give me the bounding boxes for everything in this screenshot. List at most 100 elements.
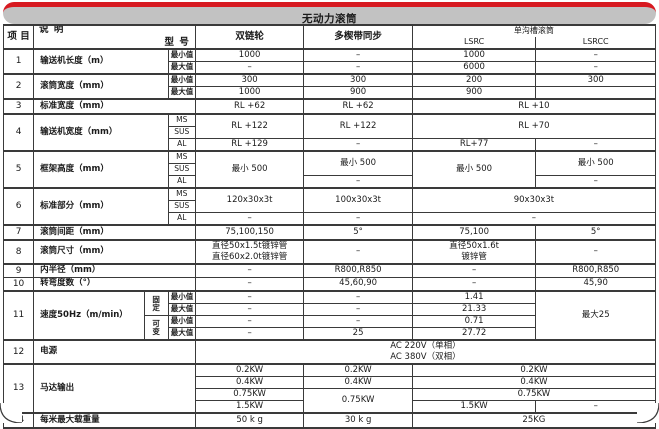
cell-value: 5°: [303, 224, 413, 241]
cell-value: –: [194, 277, 305, 292]
table-row: 3 标准宽度（mm） RL +62 RL +62 RL +10: [2, 98, 657, 115]
cell-value: 0.2KW: [411, 363, 657, 377]
cell-value: 200: [411, 73, 537, 87]
row-number: 7: [2, 224, 35, 241]
row-number: 13: [2, 363, 35, 414]
row-number: 9: [2, 263, 35, 278]
group-label-fixed-char2: 定: [152, 302, 160, 312]
cell-value: –: [535, 138, 656, 152]
cell-value: 90x30x3t: [411, 187, 657, 213]
cell-value: 1.5KW: [194, 400, 305, 414]
cell-value: –: [535, 175, 656, 189]
table-row: 10 转弯度数（°） – 45,60,90 – 45,90: [2, 277, 656, 292]
cell-value: 1000: [194, 86, 305, 100]
cell-value: 900: [303, 86, 413, 100]
cell-value: –: [535, 48, 656, 62]
cell-value: 27.72: [411, 327, 537, 341]
row-label: 马达输出: [33, 363, 196, 414]
cell-value: 45,90: [535, 277, 656, 292]
cell-value: 0.75KW: [411, 388, 657, 401]
cell-value: 300: [303, 73, 413, 87]
cell-value: –: [303, 175, 413, 189]
cell-value: 45,60,90: [303, 277, 413, 292]
header-group-double-sprocket: 双链轮: [194, 24, 305, 50]
table-row: 14 每米最大载重量 50 k g 30 k g 25KG: [2, 412, 657, 429]
row-number: 2: [2, 73, 35, 100]
sub-label-max: 最大值: [167, 303, 196, 316]
table-row: SUS: [4, 126, 656, 139]
table-row: 最大值 – – 21.33: [4, 303, 656, 316]
cell-value: 0.4KW: [303, 376, 413, 389]
cell-value: –: [535, 61, 656, 75]
table-header-row: 项 目 说 明 型 号 双链轮 多楔带同步 单沟槽滚筒: [2, 24, 657, 50]
row-number: 5: [2, 150, 35, 189]
table-row: 1 输送机长度（m） 最小值 1000 – 1000 –: [2, 48, 656, 75]
row-label: 标准部分（mm）: [33, 187, 169, 226]
cell-value: –: [535, 239, 656, 265]
header-item: 项 目: [2, 24, 35, 50]
cell-value: 5°: [535, 224, 656, 241]
cell-value: –: [303, 48, 413, 62]
sub-label-min: 最小值: [167, 73, 196, 87]
group-label-fixed: 固 定: [143, 290, 169, 316]
header-sub-lsrc: LSRC: [411, 37, 537, 50]
group-label-variable-char1: 可: [152, 319, 160, 328]
cell-value: –: [411, 212, 657, 226]
cell-value: 900: [411, 86, 537, 100]
cell-value: –: [194, 290, 305, 304]
material-label-al: AL: [167, 138, 196, 152]
material-label-al: AL: [167, 212, 196, 226]
table-row: 13 马达输出 0.2KW 0.2KW 0.2KW: [2, 363, 657, 414]
row-number: 4: [2, 113, 35, 152]
cell-value: 25KG: [411, 412, 657, 429]
cell-value-line2: 直径60x2.0t镀锌管: [212, 252, 288, 262]
cell-value: 0.75KW: [303, 388, 413, 414]
row-number: 1: [2, 48, 35, 75]
row-number: 11: [2, 290, 35, 341]
cell-value: 1000: [194, 48, 305, 62]
table-row: SUS: [4, 200, 656, 213]
row-label: 转弯度数（°）: [33, 277, 196, 292]
cell-value-line1: 直径50x1.5t镀锌管: [212, 241, 288, 252]
sub-label-min: 最小值: [167, 290, 196, 304]
material-label-sus: SUS: [167, 163, 196, 176]
header-model: 型 号: [164, 37, 190, 48]
cell-value: 直径50x1.5t镀锌管 直径60x2.0t镀锌管: [194, 239, 305, 265]
cell-value: RL+77: [411, 138, 537, 152]
row-number: 14: [2, 412, 35, 429]
cell-value: RL +10: [411, 98, 657, 115]
row-number: 6: [2, 187, 35, 226]
page-title: 无动力滚筒: [302, 13, 357, 24]
header-sub-lsrcc: LSRCC: [535, 37, 656, 50]
cell-value: –: [303, 303, 413, 316]
cell-value: 120x30x3t: [194, 187, 305, 213]
cell-value: –: [303, 61, 413, 75]
cell-value: 最小 500: [303, 150, 413, 176]
material-label-al: AL: [167, 175, 196, 189]
table-row: 8 滚筒尺寸（mm） 直径50x1.5t镀锌管 直径60x2.0t镀锌管 – 直…: [2, 239, 656, 265]
cell-value-line1: 直径50x1.6t: [449, 241, 499, 252]
cell-value: RL +122: [303, 113, 413, 139]
cell-value: 最小 500: [411, 150, 537, 189]
table-row: AL RL +129 – RL+77 –: [4, 138, 656, 152]
cell-value: 6000: [411, 61, 537, 75]
cell-value: 100x30x3t: [303, 187, 413, 213]
material-label-sus: SUS: [167, 126, 196, 139]
header-group-single-groove: 单沟槽滚筒: [411, 24, 657, 37]
sub-label-max: 最大值: [167, 61, 196, 75]
cell-value: 0.2KW: [303, 363, 413, 377]
cell-value: 最小 500: [535, 150, 656, 176]
cell-value: 0.4KW: [194, 376, 305, 389]
sub-label-min: 最小值: [167, 48, 196, 62]
cell-value: RL +122: [194, 113, 305, 139]
sub-label-max: 最大值: [167, 327, 196, 341]
cell-value: AC 220V（单相） AC 380V（双相）: [194, 339, 657, 365]
cell-value: 1000: [411, 48, 537, 62]
table-row: 12 电源 AC 220V（单相） AC 380V（双相）: [2, 339, 657, 365]
sub-label-max: 最大值: [167, 86, 196, 100]
row-number: 12: [2, 339, 35, 365]
cell-value: –: [303, 239, 413, 265]
cell-value: –: [194, 61, 305, 75]
group-label-variable: 可 变: [143, 315, 169, 341]
